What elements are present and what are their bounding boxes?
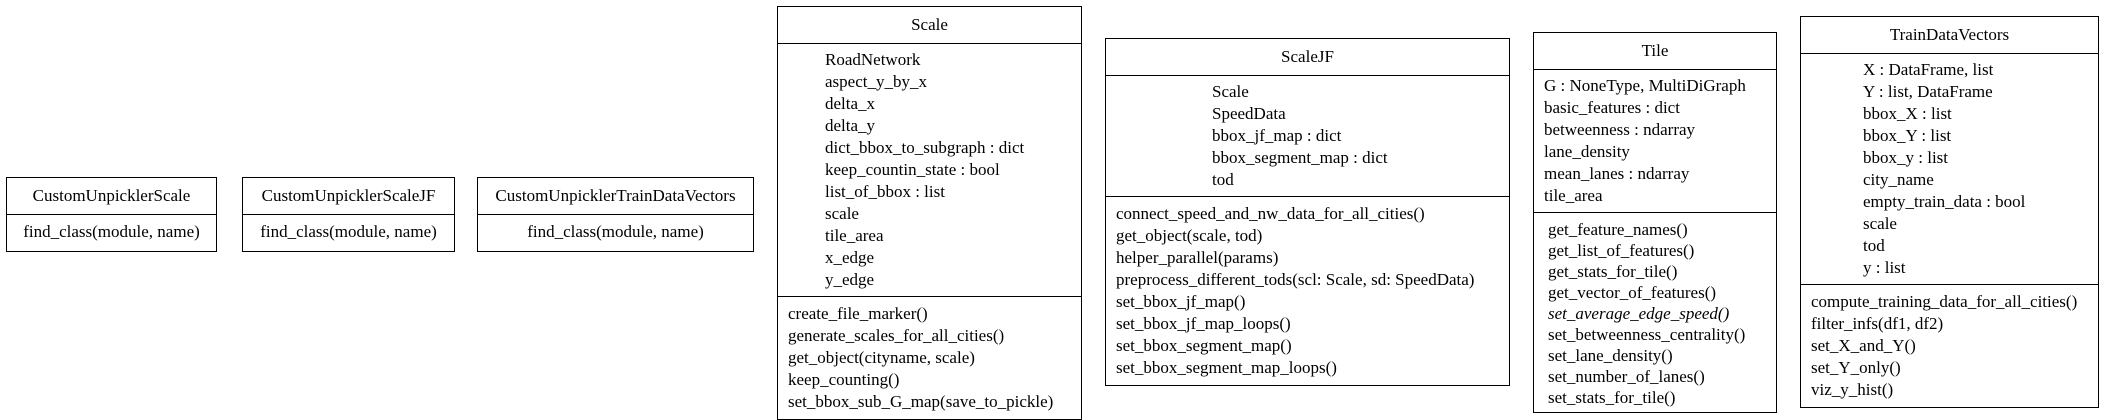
attribute: y_edge	[825, 270, 875, 289]
attribute: bbox_y : list	[1863, 148, 1949, 167]
attribute: Scale	[1212, 82, 1249, 101]
class-box-tile: Tile G : NoneType, MultiDiGraph basic_fe…	[1533, 32, 1777, 413]
attribute: empty_train_data : bool	[1863, 192, 2026, 211]
method: get_list_of_features()	[1548, 241, 1695, 260]
class-name: TrainDataVectors	[1801, 17, 2098, 54]
method: set_betweenness_centrality()	[1548, 325, 1746, 344]
method: set_stats_for_tile()	[1548, 388, 1676, 407]
method: create_file_marker()	[788, 304, 928, 323]
method: set_X_and_Y()	[1811, 336, 1916, 355]
method: get_stats_for_tile()	[1548, 262, 1678, 281]
attribute: keep_countin_state : bool	[825, 160, 1000, 179]
method: generate_scales_for_all_cities()	[788, 326, 1005, 345]
method: set_lane_density()	[1548, 346, 1673, 365]
methods-section: find_class(module, name)	[7, 215, 216, 251]
method: get_feature_names()	[1548, 220, 1688, 239]
attribute: RoadNetwork	[825, 50, 921, 69]
method: preprocess_different_tods(scl: Scale, sd…	[1116, 270, 1475, 289]
class-name: Tile	[1534, 33, 1776, 70]
attribute: bbox_X : list	[1863, 104, 1952, 123]
methods-section: create_file_marker() generate_scales_for…	[778, 297, 1081, 419]
attribute: bbox_jf_map : dict	[1212, 126, 1342, 145]
attributes-section: RoadNetwork aspect_y_by_x delta_x delta_…	[778, 44, 1081, 297]
class-box-custom-unpickler-train-data-vectors: CustomUnpicklerTrainDataVectors find_cla…	[477, 177, 754, 252]
methods-section: compute_training_data_for_all_cities() f…	[1801, 285, 2098, 407]
class-name: ScaleJF	[1106, 39, 1509, 76]
class-box-scale: Scale RoadNetwork aspect_y_by_x delta_x …	[777, 6, 1082, 420]
attribute: y : list	[1863, 258, 1906, 277]
attribute: tile_area	[825, 226, 884, 245]
method: compute_training_data_for_all_cities()	[1811, 292, 2078, 311]
method: set_bbox_segment_map_loops()	[1116, 358, 1337, 377]
class-box-train-data-vectors: TrainDataVectors X : DataFrame, list Y :…	[1800, 16, 2099, 408]
class-name: CustomUnpicklerScale	[7, 178, 216, 215]
attribute: tile_area	[1544, 186, 1603, 205]
attribute: betweenness : ndarray	[1544, 120, 1696, 139]
attribute: delta_x	[825, 94, 876, 113]
method: get_object(scale, tod)	[1116, 226, 1263, 245]
attributes-section: X : DataFrame, list Y : list, DataFrame …	[1801, 54, 2098, 285]
class-name: Scale	[778, 7, 1081, 44]
method: find_class(module, name)	[23, 222, 200, 241]
attribute: bbox_segment_map : dict	[1212, 148, 1388, 167]
methods-section: find_class(module, name)	[478, 215, 753, 251]
attribute: lane_density	[1544, 142, 1630, 161]
method: helper_parallel(params)	[1116, 248, 1279, 267]
attribute: G : NoneType, MultiDiGraph	[1544, 76, 1746, 95]
attribute: scale	[1863, 214, 1897, 233]
method: set_bbox_segment_map()	[1116, 336, 1292, 355]
method: set_Y_only()	[1811, 358, 1901, 377]
method: find_class(module, name)	[260, 222, 437, 241]
class-box-custom-unpickler-scale-jf: CustomUnpicklerScaleJF find_class(module…	[242, 177, 455, 252]
attributes-section: Scale SpeedData bbox_jf_map : dict bbox_…	[1106, 76, 1509, 197]
attribute: aspect_y_by_x	[825, 72, 927, 91]
class-name: CustomUnpicklerScaleJF	[243, 178, 454, 215]
attribute: list_of_bbox : list	[825, 182, 945, 201]
class-box-custom-unpickler-scale: CustomUnpicklerScale find_class(module, …	[6, 177, 217, 252]
attribute: tod	[1212, 170, 1234, 189]
attribute: basic_features : dict	[1544, 98, 1680, 117]
method: get_vector_of_features()	[1548, 283, 1717, 302]
attribute: dict_bbox_to_subgraph : dict	[825, 138, 1025, 157]
method: set_bbox_jf_map_loops()	[1116, 314, 1291, 333]
methods-section: find_class(module, name)	[243, 215, 454, 251]
method: set_number_of_lanes()	[1548, 367, 1705, 386]
method: set_bbox_sub_G_map(save_to_pickle)	[788, 392, 1054, 411]
attribute: bbox_Y : list	[1863, 126, 1952, 145]
methods-section: get_feature_names() get_list_of_features…	[1534, 213, 1776, 412]
method: find_class(module, name)	[527, 222, 704, 241]
method: viz_y_hist()	[1811, 380, 1894, 399]
attribute: city_name	[1863, 170, 1934, 189]
method: set_bbox_jf_map()	[1116, 292, 1246, 311]
attribute: mean_lanes : ndarray	[1544, 164, 1690, 183]
method: get_object(cityname, scale)	[788, 348, 975, 367]
attribute: x_edge	[825, 248, 875, 267]
attributes-section: G : NoneType, MultiDiGraph basic_feature…	[1534, 70, 1776, 213]
attribute: tod	[1863, 236, 1885, 255]
class-box-scale-jf: ScaleJF Scale SpeedData bbox_jf_map : di…	[1105, 38, 1510, 386]
abstract-method: set_average_edge_speed()	[1548, 304, 1730, 323]
methods-section: connect_speed_and_nw_data_for_all_cities…	[1106, 197, 1509, 385]
class-name: CustomUnpicklerTrainDataVectors	[478, 178, 753, 215]
method: connect_speed_and_nw_data_for_all_cities…	[1116, 204, 1425, 223]
method: keep_counting()	[788, 370, 900, 389]
attribute: SpeedData	[1212, 104, 1286, 123]
attribute: delta_y	[825, 116, 876, 135]
attribute: Y : list, DataFrame	[1863, 82, 1993, 101]
attribute: X : DataFrame, list	[1863, 60, 1994, 79]
attribute: scale	[825, 204, 859, 223]
method: filter_infs(df1, df2)	[1811, 314, 1944, 333]
